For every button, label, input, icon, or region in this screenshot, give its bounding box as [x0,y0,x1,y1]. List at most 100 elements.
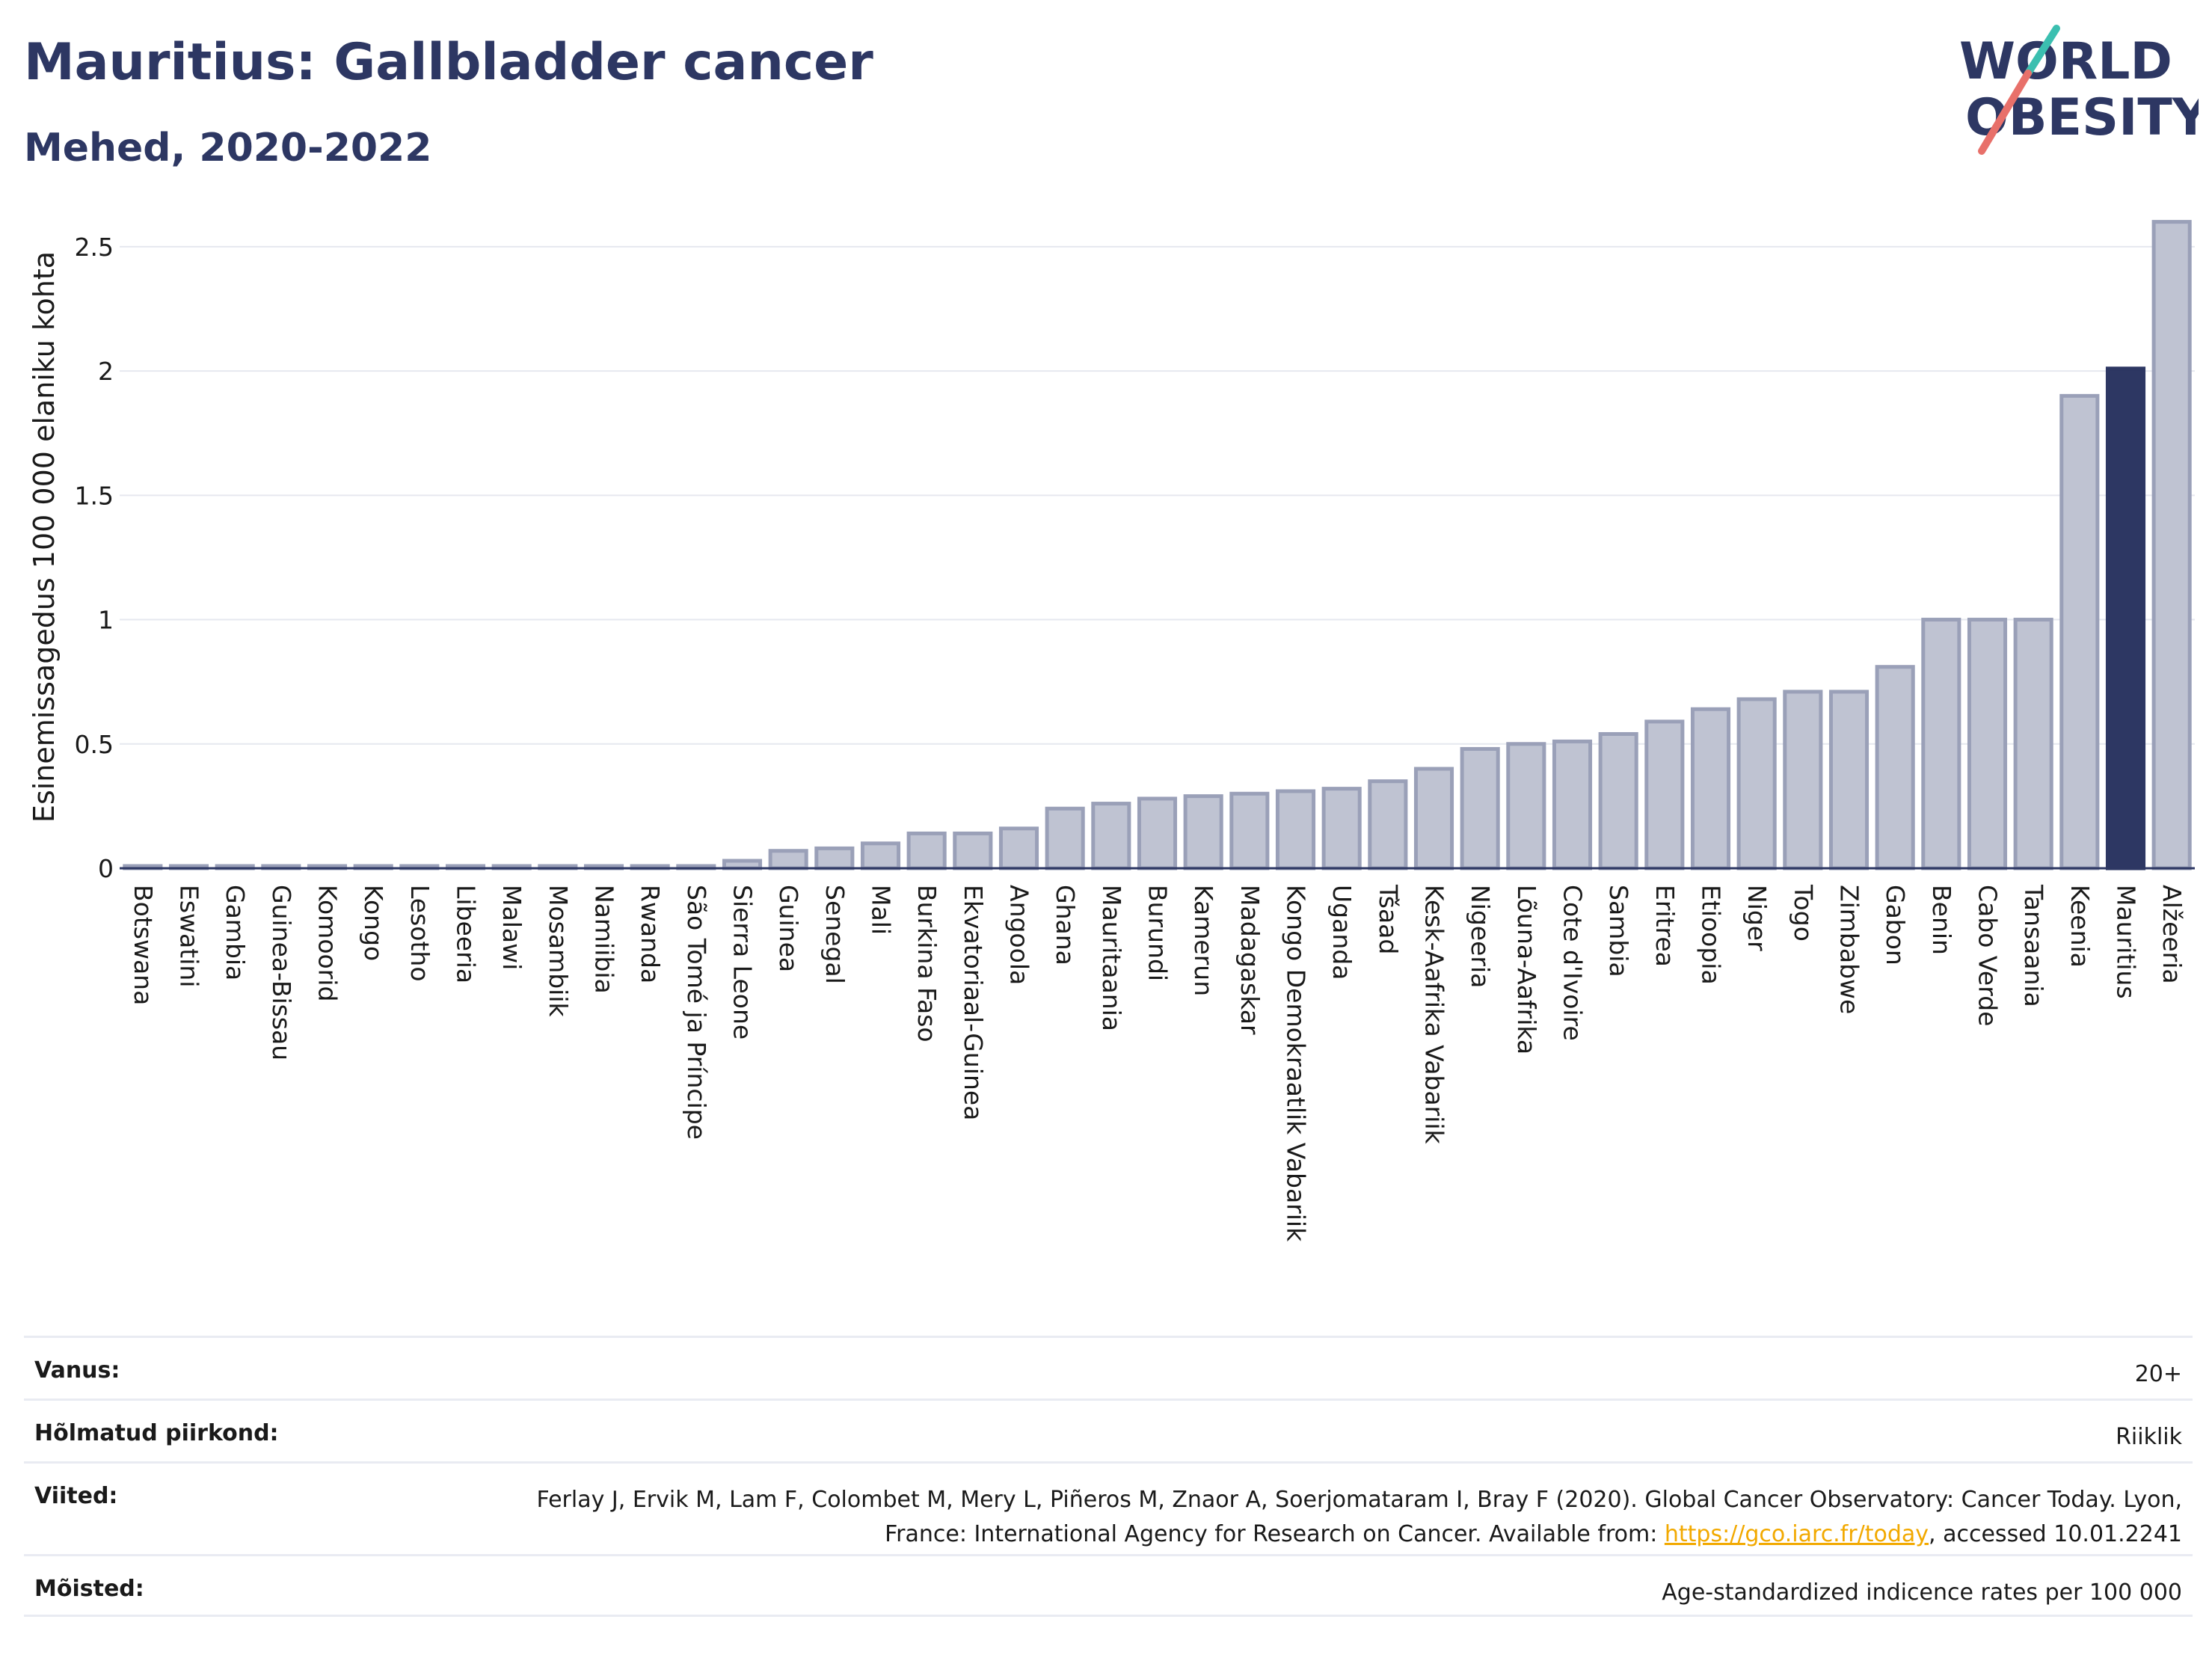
bar [768,849,808,871]
reference-text: Ferlay J, Ervik M, Lam F, Colombet M, Me… [536,1487,2182,1547]
bar-chart: 0 0.5 1 1.5 2 2.5 Botswana Eswatini Gambia Guine… [28,220,2195,1242]
x-tick-label: Ekvatoriaal-Guinea [959,885,988,1120]
x-tick-label: Kongo Demokraatlik Vabariik [1282,885,1311,1242]
bar [953,831,993,871]
x-tick-label: Botswana [129,885,158,1005]
bar [1967,618,2008,871]
x-tick-label: Mauritaania [1097,885,1126,1031]
x-tick-label: Tansaania [2019,884,2048,1007]
bars [123,220,2192,871]
info-row-references: Viited: Ferlay J, Ervik M, Lam F, Colomb… [24,1461,2193,1554]
x-tick-label: Nigeeria [1466,885,1495,988]
x-tick-label: Mauritius [2112,885,2141,999]
chart-title: Mauritius: Gallbladder cancer [24,33,873,92]
bar [1598,731,1638,871]
y-tick-label: 1.5 [75,481,114,510]
info-value: Ferlay J, Ervik M, Lam F, Colombet M, Me… [462,1483,2182,1552]
x-tick-label: Alžeeria [2157,885,2187,984]
bar [1275,789,1316,871]
logo-line1: WORLD [1959,32,2172,91]
bar [2013,618,2053,871]
bar [1091,802,1131,871]
x-tick-label: Madagaskar [1235,885,1265,1035]
bar [1183,794,1223,871]
bar [1045,806,1085,871]
bar [1644,719,1685,871]
info-row-definitions: Mõisted: Age-standardized indicence rate… [24,1554,2193,1617]
bar [1137,796,1178,871]
bar [1506,742,1546,871]
x-tick-label: Cote d'Ivoire [1558,885,1588,1041]
x-tick-label: Gambia [221,885,250,980]
x-tick-label: Mosambiik [544,885,573,1018]
world-obesity-logo: WORLD OBESITY [1959,25,2199,155]
bar-highlighted [2105,366,2146,871]
x-tick-label: Guinea-Bissau [267,885,296,1060]
x-tick-label: Rwanda [636,885,665,983]
info-value: Age-standardized indicence rates per 100… [1662,1579,2182,1606]
info-row-coverage: Hõlmatud piirkond: Riiklik [24,1398,2193,1461]
bar [814,846,855,871]
x-tick-label: Benin [1927,885,1956,955]
x-tick-label: Sambia [1604,885,1633,977]
x-tick-label: Tšaad [1374,884,1403,954]
x-tick-label: Guinea [774,885,803,972]
reference-accessed: , accessed 10.01.2241 [1929,1521,2182,1547]
info-row-age: Vanus: 20+ [24,1336,2193,1398]
bar [1828,690,1870,871]
bar [1229,791,1270,871]
info-key: Viited: [34,1483,118,1509]
x-tick-label: Malawi [497,885,526,970]
info-value: 20+ [2134,1361,2182,1387]
x-tick-label: Lesotho [405,885,434,982]
info-key: Vanus: [34,1357,120,1384]
x-tick-label: Eritrea [1650,885,1680,967]
bar [2151,220,2192,871]
x-tick-label: Mali [867,885,896,935]
info-key: Mõisted: [34,1576,144,1602]
info-key: Hõlmatud piirkond: [34,1420,279,1446]
bar [1736,697,1777,871]
bar [1875,665,1915,871]
x-tick-label: Namiibia [590,885,619,994]
bar [1690,707,1731,871]
reference-link[interactable]: https://gco.iarc.fr/today [1664,1521,1929,1547]
y-tick-label: 1 [98,606,114,635]
bar [1921,618,1961,871]
chart-subtitle: Mehed, 2020-2022 [24,126,432,171]
bar [906,831,947,871]
x-tick-label: Angoola [1005,885,1034,985]
x-tick-label: São Tomé ja Príncipe [682,885,711,1140]
x-tick-label: Senegal [820,885,850,984]
x-tick-label: Uganda [1327,885,1357,980]
bar [1368,779,1408,871]
x-tick-label: Sierra Leone [728,885,758,1040]
x-tick-label: Komoorid [313,885,342,1001]
bar [1460,746,1500,871]
x-tick-label: Keenia [2065,885,2095,968]
x-tick-label: Ghana [1051,885,1080,965]
bar [1783,690,1823,871]
x-tick-label: Libeeria [452,885,481,983]
x-tick-label: Niger [1742,885,1772,951]
bar [1321,787,1362,871]
x-tick-label: Lõuna-Aafrika [1512,885,1541,1054]
x-tick-label: Etioopia [1697,885,1726,985]
x-tick-label: Kamerun [1189,885,1218,996]
x-tick-label: Kesk-Aafrika Vabariik [1420,885,1449,1144]
bar [1552,739,1593,871]
x-tick-label: Zimbabwe [1835,885,1864,1014]
x-tick-label: Burkina Faso [912,885,941,1043]
y-axis-label: Esinemissagedus 100 000 elaniku kohta [28,251,61,823]
y-tick-label: 0.5 [75,730,114,759]
x-ticks: Botswana Eswatini Gambia Guinea-Bissau Komoo… [129,884,2187,1242]
bar [998,826,1039,871]
bar [2059,393,2100,871]
info-table: Vanus: 20+ Hõlmatud piirkond: Riiklik Vi… [24,1336,2193,1617]
y-ticks: 0 0.5 1 1.5 2 2.5 [75,233,114,883]
x-tick-label: Cabo Verde [1973,885,2003,1026]
y-tick-label: 2 [98,357,114,386]
y-tick-label: 0 [98,854,114,883]
bar [860,841,901,871]
x-tick-label: Burundi [1143,885,1173,981]
